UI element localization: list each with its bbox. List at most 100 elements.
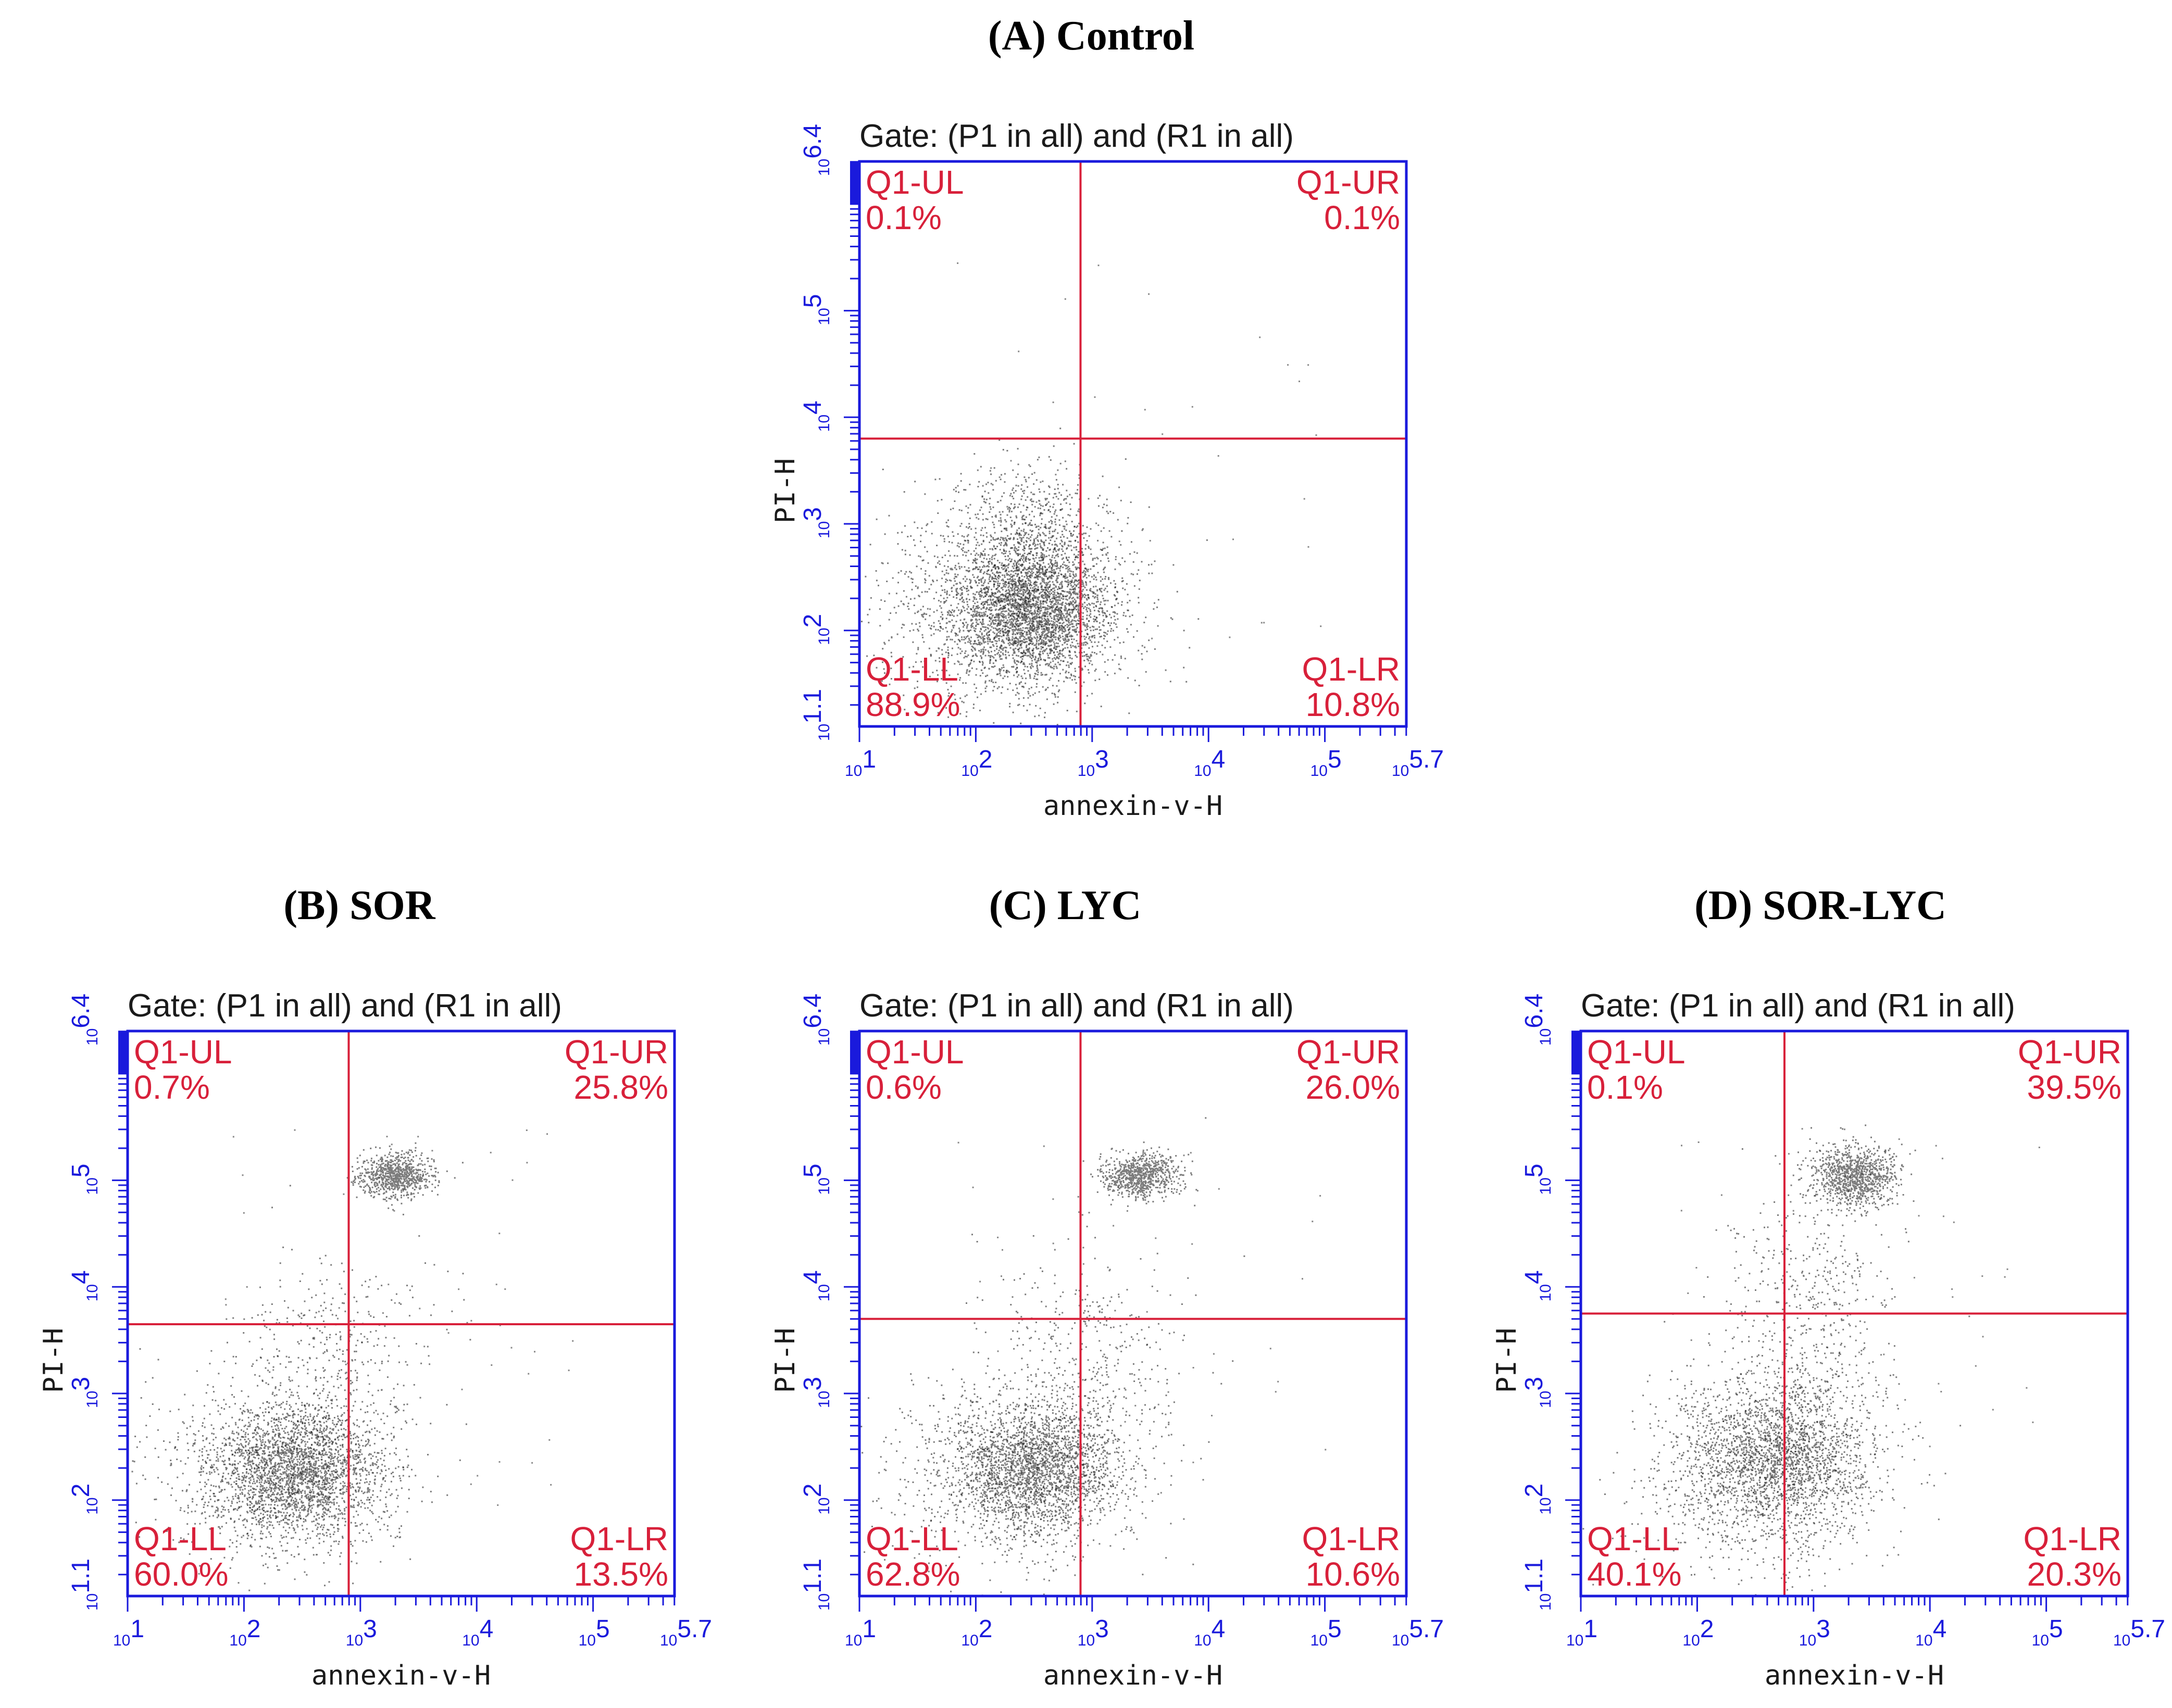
y-tick-label: 106.4 [1520, 994, 1554, 1046]
panel-title: (B) SOR [283, 883, 435, 928]
point-cluster-1 [133, 1370, 417, 1583]
quadrant-label: Q1-LR [1302, 650, 1401, 688]
quadrant-label: Q1-UR [565, 1033, 668, 1071]
point-cluster-4 [139, 1185, 471, 1556]
axis-ticks [112, 1031, 676, 1612]
x-tick-label: 104 [462, 1615, 493, 1649]
x-tick-label: 103 [1078, 1615, 1109, 1649]
x-axis-label: annexin-v-H [311, 1660, 491, 1691]
axis-ticks [1565, 1031, 2129, 1612]
quadrant-percent: 26.0% [1306, 1069, 1400, 1106]
scatter-points [1582, 1124, 2040, 1596]
y-tick-label: 104 [799, 1270, 833, 1301]
panel-b: (B) SOR Gate: (P1 in all) and (R1 in all)… [38, 883, 712, 1691]
x-axis-label: annexin-v-H [1765, 1660, 1944, 1691]
y-tick-label: 103 [799, 507, 833, 538]
panel-title: (D) SOR-LYC [1694, 883, 1946, 928]
quadrant-percent: 60.0% [134, 1555, 228, 1593]
x-tick-label: 105.7 [1392, 746, 1444, 780]
point-cluster-1 [896, 1365, 1172, 1576]
x-tick-label: 102 [961, 1615, 992, 1649]
y-tick-label: 101.1 [67, 1559, 101, 1611]
quadrant-ul: Q1-UL0.6% [866, 1033, 964, 1106]
y-tick-label: 103 [1520, 1377, 1554, 1408]
x-tick-label: 101 [113, 1615, 144, 1649]
plot-frame [858, 1029, 1408, 1598]
quadrant-ul: Q1-UL0.1% [866, 164, 964, 236]
y-tick-label: 101.1 [1520, 1559, 1554, 1611]
quadrant-label: Q1-UR [2018, 1033, 2121, 1071]
x-tick-label: 105.7 [660, 1615, 712, 1649]
quadrant-percent: 10.6% [1306, 1555, 1400, 1593]
x-tick-label: 105.7 [2113, 1615, 2165, 1649]
gate-label: Gate: (P1 in all) and (R1 in all) [1581, 988, 2015, 1024]
point-cluster-3 [1077, 1141, 1197, 1207]
x-axis-label: annexin-v-H [1043, 790, 1222, 822]
x-tick-label: 103 [1078, 746, 1109, 780]
panel-d: (D) SOR-LYC Gate: (P1 in all) and (R1 in … [1491, 883, 2165, 1691]
plot-frame [858, 160, 1408, 728]
quadrant-percent: 20.3% [2027, 1555, 2121, 1593]
y-tick-label: 101.1 [799, 1559, 833, 1611]
y-tick-label: 103 [67, 1377, 101, 1408]
panel-a: (A) Control Gate: (P1 in all) and (R1 in … [770, 13, 1444, 822]
y-tick-label: 105 [67, 1164, 101, 1195]
quadrant-percent: 10.8% [1306, 686, 1400, 723]
x-tick-label: 103 [1799, 1615, 1830, 1649]
x-tick-label: 104 [1915, 1615, 1946, 1649]
quadrant-percent: 40.1% [1587, 1555, 1681, 1593]
point-scatter-sparse [957, 262, 1322, 639]
gate-label: Gate: (P1 in all) and (R1 in all) [859, 118, 1294, 154]
quadrant-label: Q1-LL [866, 650, 958, 688]
quadrant-percent: 13.5% [574, 1555, 668, 1593]
scatter-points [860, 1117, 1327, 1596]
quadrant-percent: 0.1% [1587, 1069, 1663, 1106]
y-axis-label: PI-H [770, 1328, 801, 1393]
quadrant-label: Q1-LL [1587, 1520, 1680, 1558]
y-tick-label: 104 [67, 1270, 101, 1301]
quadrant-percent: 88.9% [866, 686, 960, 723]
panel-title: (C) LYC [989, 883, 1142, 928]
quadrant-percent: 0.1% [866, 199, 942, 236]
y-tick-label: 102 [1520, 1484, 1554, 1515]
x-tick-label: 105 [1310, 746, 1342, 780]
panel-title: (A) Control [988, 13, 1194, 59]
y-tick-label: 106.4 [799, 124, 833, 176]
x-tick-label: 105 [2032, 1615, 2063, 1649]
scatter-points [131, 1129, 574, 1591]
quadrant-label: Q1-UR [1296, 164, 1400, 201]
quadrant-ur: Q1-UR0.1% [1296, 164, 1400, 236]
y-tick-label: 103 [799, 1377, 833, 1408]
x-tick-label: 103 [346, 1615, 377, 1649]
x-tick-label: 102 [961, 746, 992, 780]
quadrant-label: Q1-LL [866, 1520, 958, 1558]
axis-ticks [844, 161, 1407, 742]
x-axis-label: annexin-v-H [1043, 1660, 1222, 1691]
y-tick-label: 105 [799, 1164, 833, 1195]
y-tick-label: 105 [1520, 1164, 1554, 1195]
quadrant-percent: 62.8% [866, 1555, 960, 1593]
quadrant-ul: Q1-UL0.1% [1587, 1033, 1686, 1106]
x-tick-label: 101 [845, 746, 876, 780]
panel-c: (C) LYC Gate: (P1 in all) and (R1 in all)… [770, 883, 1444, 1691]
quadrant-percent: 25.8% [574, 1069, 668, 1106]
tick-marks [112, 1031, 676, 1612]
x-tick-label: 104 [1194, 746, 1225, 780]
quadrant-label: Q1-UL [1587, 1033, 1686, 1071]
y-tick-label: 104 [799, 400, 833, 432]
quadrant-label: Q1-UL [866, 164, 964, 201]
quadrant-percent: 0.6% [866, 1069, 942, 1106]
y-tick-label: 105 [799, 294, 833, 325]
y-tick-label: 102 [799, 614, 833, 645]
gate-label: Gate: (P1 in all) and (R1 in all) [128, 988, 562, 1024]
